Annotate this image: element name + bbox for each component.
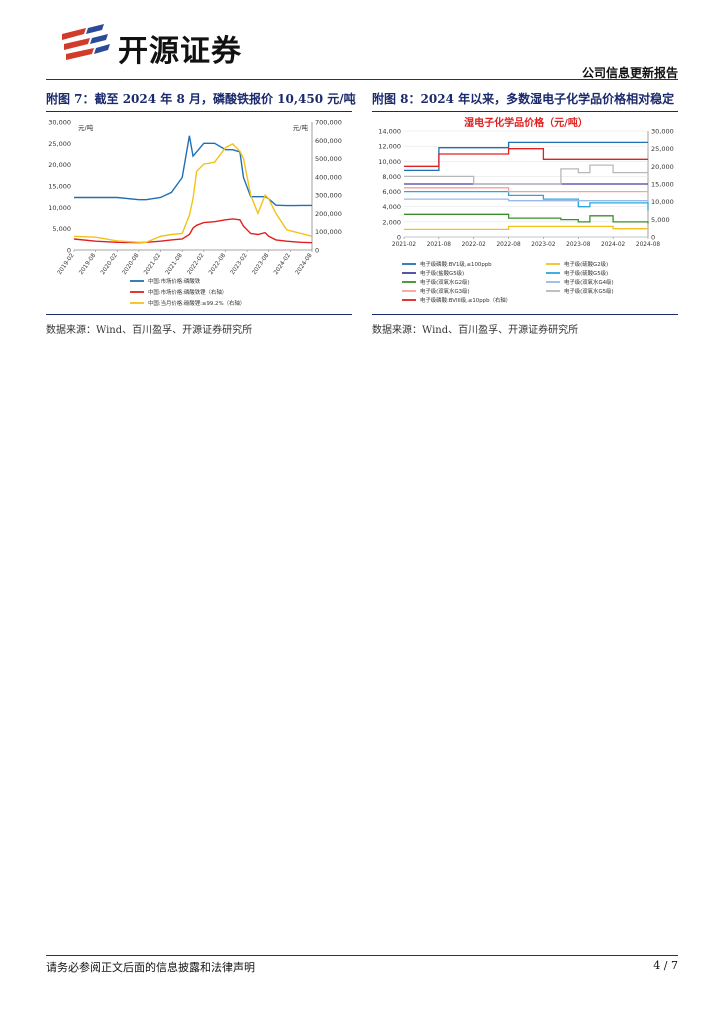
x-tick-label: 2022-02 (462, 242, 487, 248)
series-line (404, 187, 648, 193)
series-line (404, 198, 648, 202)
x-tick-label: 2021-02 (392, 242, 417, 248)
series-line (404, 148, 648, 167)
legend-entry: 电子级(双氧水G3级) (420, 287, 470, 295)
y-right-tick-label: 0 (315, 247, 319, 255)
x-tick-label: 2021-08 (427, 242, 452, 248)
y-right-tick-label: 600,000 (315, 137, 342, 145)
x-tick-label: 2021-08 (165, 252, 184, 276)
company-name: 开源证券 (118, 34, 242, 69)
y-left-tick-label: 2,000 (382, 218, 401, 226)
y-left-tick-label: 10,000 (48, 204, 71, 212)
x-tick-label: 2024-02 (273, 252, 292, 276)
series-line (73, 143, 313, 243)
figure-7-source: 数据来源：Wind、百川盈孚、开源证券研究所 (46, 325, 253, 336)
x-tick-label: 2020-08 (122, 252, 141, 276)
legend-entry: 电子级(双氧水G2级) (420, 278, 470, 286)
x-tick-label: 2021-02 (143, 252, 162, 276)
y-left-tick-label: 20,000 (48, 161, 71, 169)
y-left-tick-label: 15,000 (48, 183, 71, 191)
y-right-tick-label: 0 (651, 234, 655, 242)
y-left-tick-label: 4,000 (382, 203, 401, 211)
x-tick-label: 2023-02 (230, 252, 249, 276)
legend-entry: 中国:当月价格:碳酸锂:≥99.2%（右轴） (148, 299, 245, 307)
series-line (404, 213, 649, 224)
y-right-tick-label: 500,000 (315, 155, 342, 163)
x-tick-label: 2023-08 (252, 252, 271, 276)
x-tick-label: 2024-08 (636, 242, 661, 248)
figure-8-chart: 湿电子化学品价格（元/吨） 14,000 12,000 10,000 8,000 6,00… (378, 116, 674, 304)
x-tick-label: 2022-08 (208, 252, 227, 276)
y-right-tick-label: 700,000 (315, 119, 342, 127)
legend-entry: 电子级(硫酸G2级) (564, 260, 608, 268)
y-right-tick-label: 400,000 (315, 173, 342, 181)
figure-7-bottom-rule (46, 314, 352, 315)
footer-disclaimer: 请务必参阅正文后面的信息披露和法律声明 (46, 961, 255, 974)
chart-title: 湿电子化学品价格（元/吨） (464, 116, 588, 129)
y-right-tick-label: 10,000 (651, 198, 674, 206)
y-left-tick-label: 8,000 (382, 173, 401, 181)
y-right-tick-label: 20,000 (651, 163, 674, 171)
y-left-tick-label: 12,000 (378, 143, 401, 151)
x-tick-label: 2022-02 (187, 252, 206, 276)
x-tick-label: 2020-02 (100, 252, 119, 276)
x-tick-label: 2024-02 (601, 242, 626, 248)
series-line (404, 225, 648, 231)
y-left-tick-label: 25,000 (48, 140, 71, 148)
figure-7-top-rule (46, 111, 352, 112)
y-right-tick-label: 200,000 (315, 210, 342, 218)
legend-entry: 中国:市场价格:磷酸铁锂（右轴） (148, 288, 227, 296)
y-left-tick-label: 5,000 (52, 225, 71, 233)
figure-8-source: 数据来源：Wind、百川盈孚、开源证券研究所 (372, 325, 579, 336)
legend-entry: 电子级(双氧水G5级) (564, 287, 614, 295)
series-line (404, 164, 648, 185)
y-right-tick-label: 300,000 (315, 192, 342, 200)
y-right-tick-label: 25,000 (651, 145, 674, 153)
x-tick-label: 2023-08 (566, 242, 591, 248)
y-right-tick-label: 15,000 (651, 181, 674, 189)
series-line (404, 141, 648, 172)
x-tick-label: 2022-08 (496, 242, 521, 248)
x-tick-label: 2019-08 (78, 252, 97, 276)
series-line (73, 218, 313, 244)
legend-entry: 电子级磷酸:BV1级,≤100ppb (420, 260, 492, 268)
y-right-tick-label: 5,000 (651, 216, 670, 224)
y-right-tick-label: 30,000 (651, 128, 674, 136)
figure-8-bottom-rule (372, 314, 678, 315)
y-right-tick-label: 100,000 (315, 228, 342, 236)
figure-8-title: 附图 8：2024 年以来，多数湿电子化学品价格相对稳定 (372, 92, 675, 106)
header-divider (46, 79, 678, 80)
report-type: 公司信息更新报告 (581, 66, 678, 80)
x-tick-label: 2024-08 (295, 252, 314, 276)
y-left-tick-label: 6,000 (382, 188, 401, 196)
series-line (404, 190, 649, 211)
company-logo-icon (60, 24, 110, 64)
y-left-tick-label: 0 (397, 234, 401, 242)
series-line (74, 135, 312, 207)
legend-entry: 电子级磷酸:BVIII级,≤10ppb（右轴） (420, 296, 511, 304)
legend-entry: 中国:市场价格:磷酸铁 (148, 277, 201, 285)
figure-7-title: 附图 7：截至 2024 年 8 月，磷酸铁报价 10,450 元/吨 (46, 92, 356, 106)
figure-7-chart: 30,000 25,000 20,000 15,000 10,000 5,000 0 700,… (48, 119, 342, 308)
right-axis-unit: 元/吨 (293, 123, 309, 132)
y-left-tick-label: 0 (67, 247, 71, 255)
figure-8-top-rule (372, 111, 678, 112)
left-axis-unit: 元/吨 (78, 123, 94, 132)
x-tick-label: 2019-02 (57, 252, 76, 276)
y-left-tick-label: 30,000 (48, 119, 71, 127)
legend-entry: 电子级(双氧水G4级) (564, 278, 614, 286)
y-left-tick-label: 14,000 (378, 128, 401, 136)
legend-entry: 电子级(硫酸G5级) (564, 269, 608, 277)
footer-divider (46, 955, 678, 956)
y-left-tick-label: 10,000 (378, 158, 401, 166)
x-tick-label: 2023-02 (531, 242, 556, 248)
page-number: 4 / 7 (653, 959, 678, 972)
legend-entry: 电子级(盐酸G5级) (420, 269, 464, 277)
